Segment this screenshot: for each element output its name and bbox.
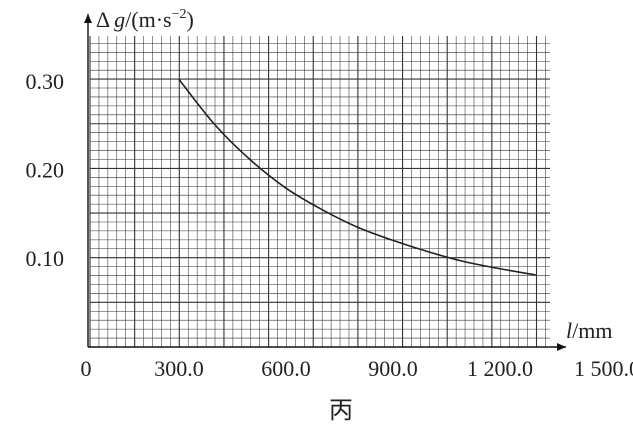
series-line bbox=[178, 78, 536, 276]
x-axis-label-var: l bbox=[566, 318, 572, 343]
chart-tick-labels: 0 300.0 600.0 900.0 1 200.0 1 500.0 0.10 0.20 0.… bbox=[26, 69, 633, 381]
y-axis-label-unit: /(m·s bbox=[125, 7, 171, 32]
y-axis-label-var: g bbox=[114, 7, 125, 32]
y-axis-label-prefix: Δ bbox=[96, 7, 110, 32]
x-tick-label: 600.0 bbox=[261, 356, 311, 381]
y-tick-label: 0.30 bbox=[26, 69, 65, 94]
y-axis-label-exponent: −2 bbox=[172, 7, 187, 22]
y-tick-label: 0.10 bbox=[26, 246, 65, 271]
figure-caption: 丙 bbox=[329, 396, 353, 424]
x-axis-label: l/mm bbox=[566, 318, 612, 343]
x-tick-label: 1 500.0 bbox=[574, 356, 633, 381]
x-tick-label: 0 bbox=[81, 356, 92, 381]
y-tick-label: 0.20 bbox=[26, 158, 65, 183]
chart-axes bbox=[84, 14, 566, 351]
x-tick-label: 1 200.0 bbox=[467, 356, 533, 381]
x-tick-label: 900.0 bbox=[368, 356, 418, 381]
y-axis-arrow bbox=[84, 14, 92, 23]
x-axis-label-unit: /mm bbox=[572, 318, 612, 343]
y-axis-label-close: ) bbox=[187, 7, 194, 32]
x-tick-label: 300.0 bbox=[154, 356, 204, 381]
x-axis-arrow bbox=[557, 343, 566, 351]
chart-grid bbox=[89, 36, 550, 348]
chart-series bbox=[178, 78, 536, 276]
